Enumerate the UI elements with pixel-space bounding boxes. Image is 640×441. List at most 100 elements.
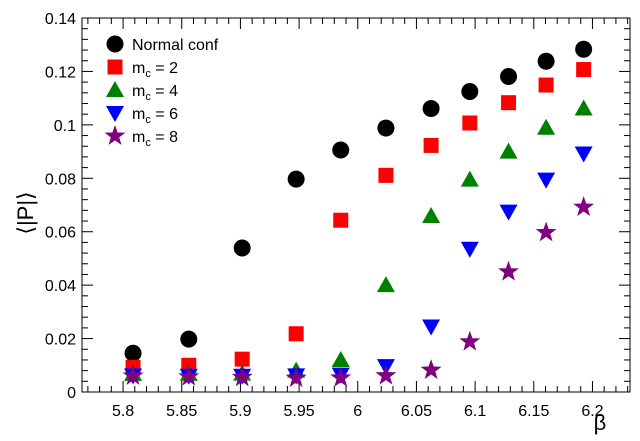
data-point [178, 365, 200, 386]
data-point [231, 366, 253, 387]
y-tick-label: 0.06 [45, 225, 76, 242]
data-point [420, 359, 442, 379]
data-point [573, 196, 595, 217]
data-point [537, 52, 555, 70]
data-points [122, 40, 595, 388]
data-point [378, 167, 394, 183]
legend-label: mc = 2 [132, 60, 178, 80]
x-tick-label: 5.85 [166, 403, 197, 420]
legend-marker [106, 106, 124, 122]
y-axis-title: ⟨|P|⟩ [13, 191, 38, 234]
data-point [461, 82, 479, 100]
data-point [330, 366, 352, 387]
data-point [422, 100, 440, 118]
legend-label-main: m [132, 83, 145, 100]
data-point [332, 141, 350, 159]
legend-marker [106, 81, 124, 97]
data-point [575, 40, 593, 58]
legend-label-sub: c [145, 68, 151, 80]
data-point [460, 170, 479, 187]
series-4 [124, 146, 593, 385]
tick-marks [82, 17, 630, 393]
data-point [535, 221, 557, 242]
tick-labels: 5.8 5.85 5.9 5.95 6 6.05 6.1 6.15 6.2 0 0.02 0.04 0.… [45, 11, 604, 420]
data-point [375, 364, 397, 385]
series-5 [122, 196, 595, 388]
data-point [122, 364, 144, 385]
y-tick-label: 0.1 [54, 118, 76, 135]
legend-label-tail: = 8 [151, 129, 178, 146]
data-point [462, 115, 478, 131]
data-point [574, 99, 593, 116]
legend-label-sub: c [145, 137, 151, 149]
x-tick-label: 5.95 [284, 403, 315, 420]
data-point [538, 77, 554, 93]
data-point [376, 276, 395, 293]
y-tick-label: 0.12 [45, 64, 76, 81]
legend-label: mc = 8 [132, 129, 178, 149]
data-point [288, 326, 304, 342]
data-point [285, 367, 307, 388]
data-point [501, 95, 517, 111]
legend-item: mc = 4 [106, 81, 178, 103]
y-tick-label: 0 [67, 385, 76, 402]
legend-label-sub: c [145, 91, 151, 103]
data-point [233, 239, 251, 257]
data-point [422, 206, 441, 223]
legend-item: mc = 8 [104, 125, 178, 149]
data-point [124, 344, 142, 362]
data-point [537, 118, 556, 135]
y-tick-label: 0.02 [45, 332, 76, 349]
legend-label-main: m [132, 129, 145, 146]
data-point [234, 351, 250, 367]
x-tick-label: 5.8 [112, 403, 134, 420]
x-tick-label: 6.2 [581, 403, 603, 420]
legend-item: mc = 2 [107, 59, 178, 80]
data-point [499, 204, 518, 221]
series-2 [125, 62, 592, 375]
legend-item: mc = 6 [106, 106, 178, 126]
data-point [377, 119, 395, 137]
legend-label-tail: = 6 [151, 106, 178, 123]
y-tick-label: 0.08 [45, 171, 76, 188]
data-point [460, 241, 479, 258]
y-tick-label: 0.04 [45, 278, 76, 295]
legend-label: Normal conf [132, 37, 219, 54]
legend-label-tail: = 4 [151, 83, 178, 100]
x-tick-label: 6.1 [464, 403, 486, 420]
x-tick-label: 6 [353, 403, 362, 420]
legend-label: mc = 4 [132, 83, 178, 103]
legend-label-tail: = 2 [151, 60, 178, 77]
x-tick-label: 6.15 [518, 403, 549, 420]
data-point [574, 146, 593, 163]
data-point [498, 260, 520, 281]
series-1 [124, 40, 593, 362]
y-tick-label: 0.14 [45, 11, 76, 28]
legend-item: Normal conf [106, 35, 219, 54]
data-point [459, 330, 481, 351]
data-point [287, 170, 305, 188]
plot-frame [81, 17, 631, 393]
legend-label: mc = 6 [132, 106, 178, 126]
legend-label-main: Normal conf [132, 37, 219, 54]
legend-label-main: m [132, 60, 145, 77]
data-point [333, 212, 349, 228]
data-point [422, 319, 441, 336]
legend-label-main: m [132, 106, 145, 123]
legend-label-sub: c [145, 114, 151, 126]
x-tick-label: 6.05 [401, 403, 432, 420]
legend-marker [107, 59, 123, 75]
data-point [331, 350, 350, 367]
data-point [537, 172, 556, 189]
x-tick-label: 5.9 [229, 403, 251, 420]
legend-marker [104, 125, 126, 145]
data-point [500, 68, 518, 86]
data-point [499, 142, 518, 159]
data-point [423, 137, 439, 153]
data-point [180, 330, 198, 348]
legend-marker [106, 35, 124, 53]
data-point [576, 62, 592, 78]
x-axis-title: β [594, 410, 607, 435]
